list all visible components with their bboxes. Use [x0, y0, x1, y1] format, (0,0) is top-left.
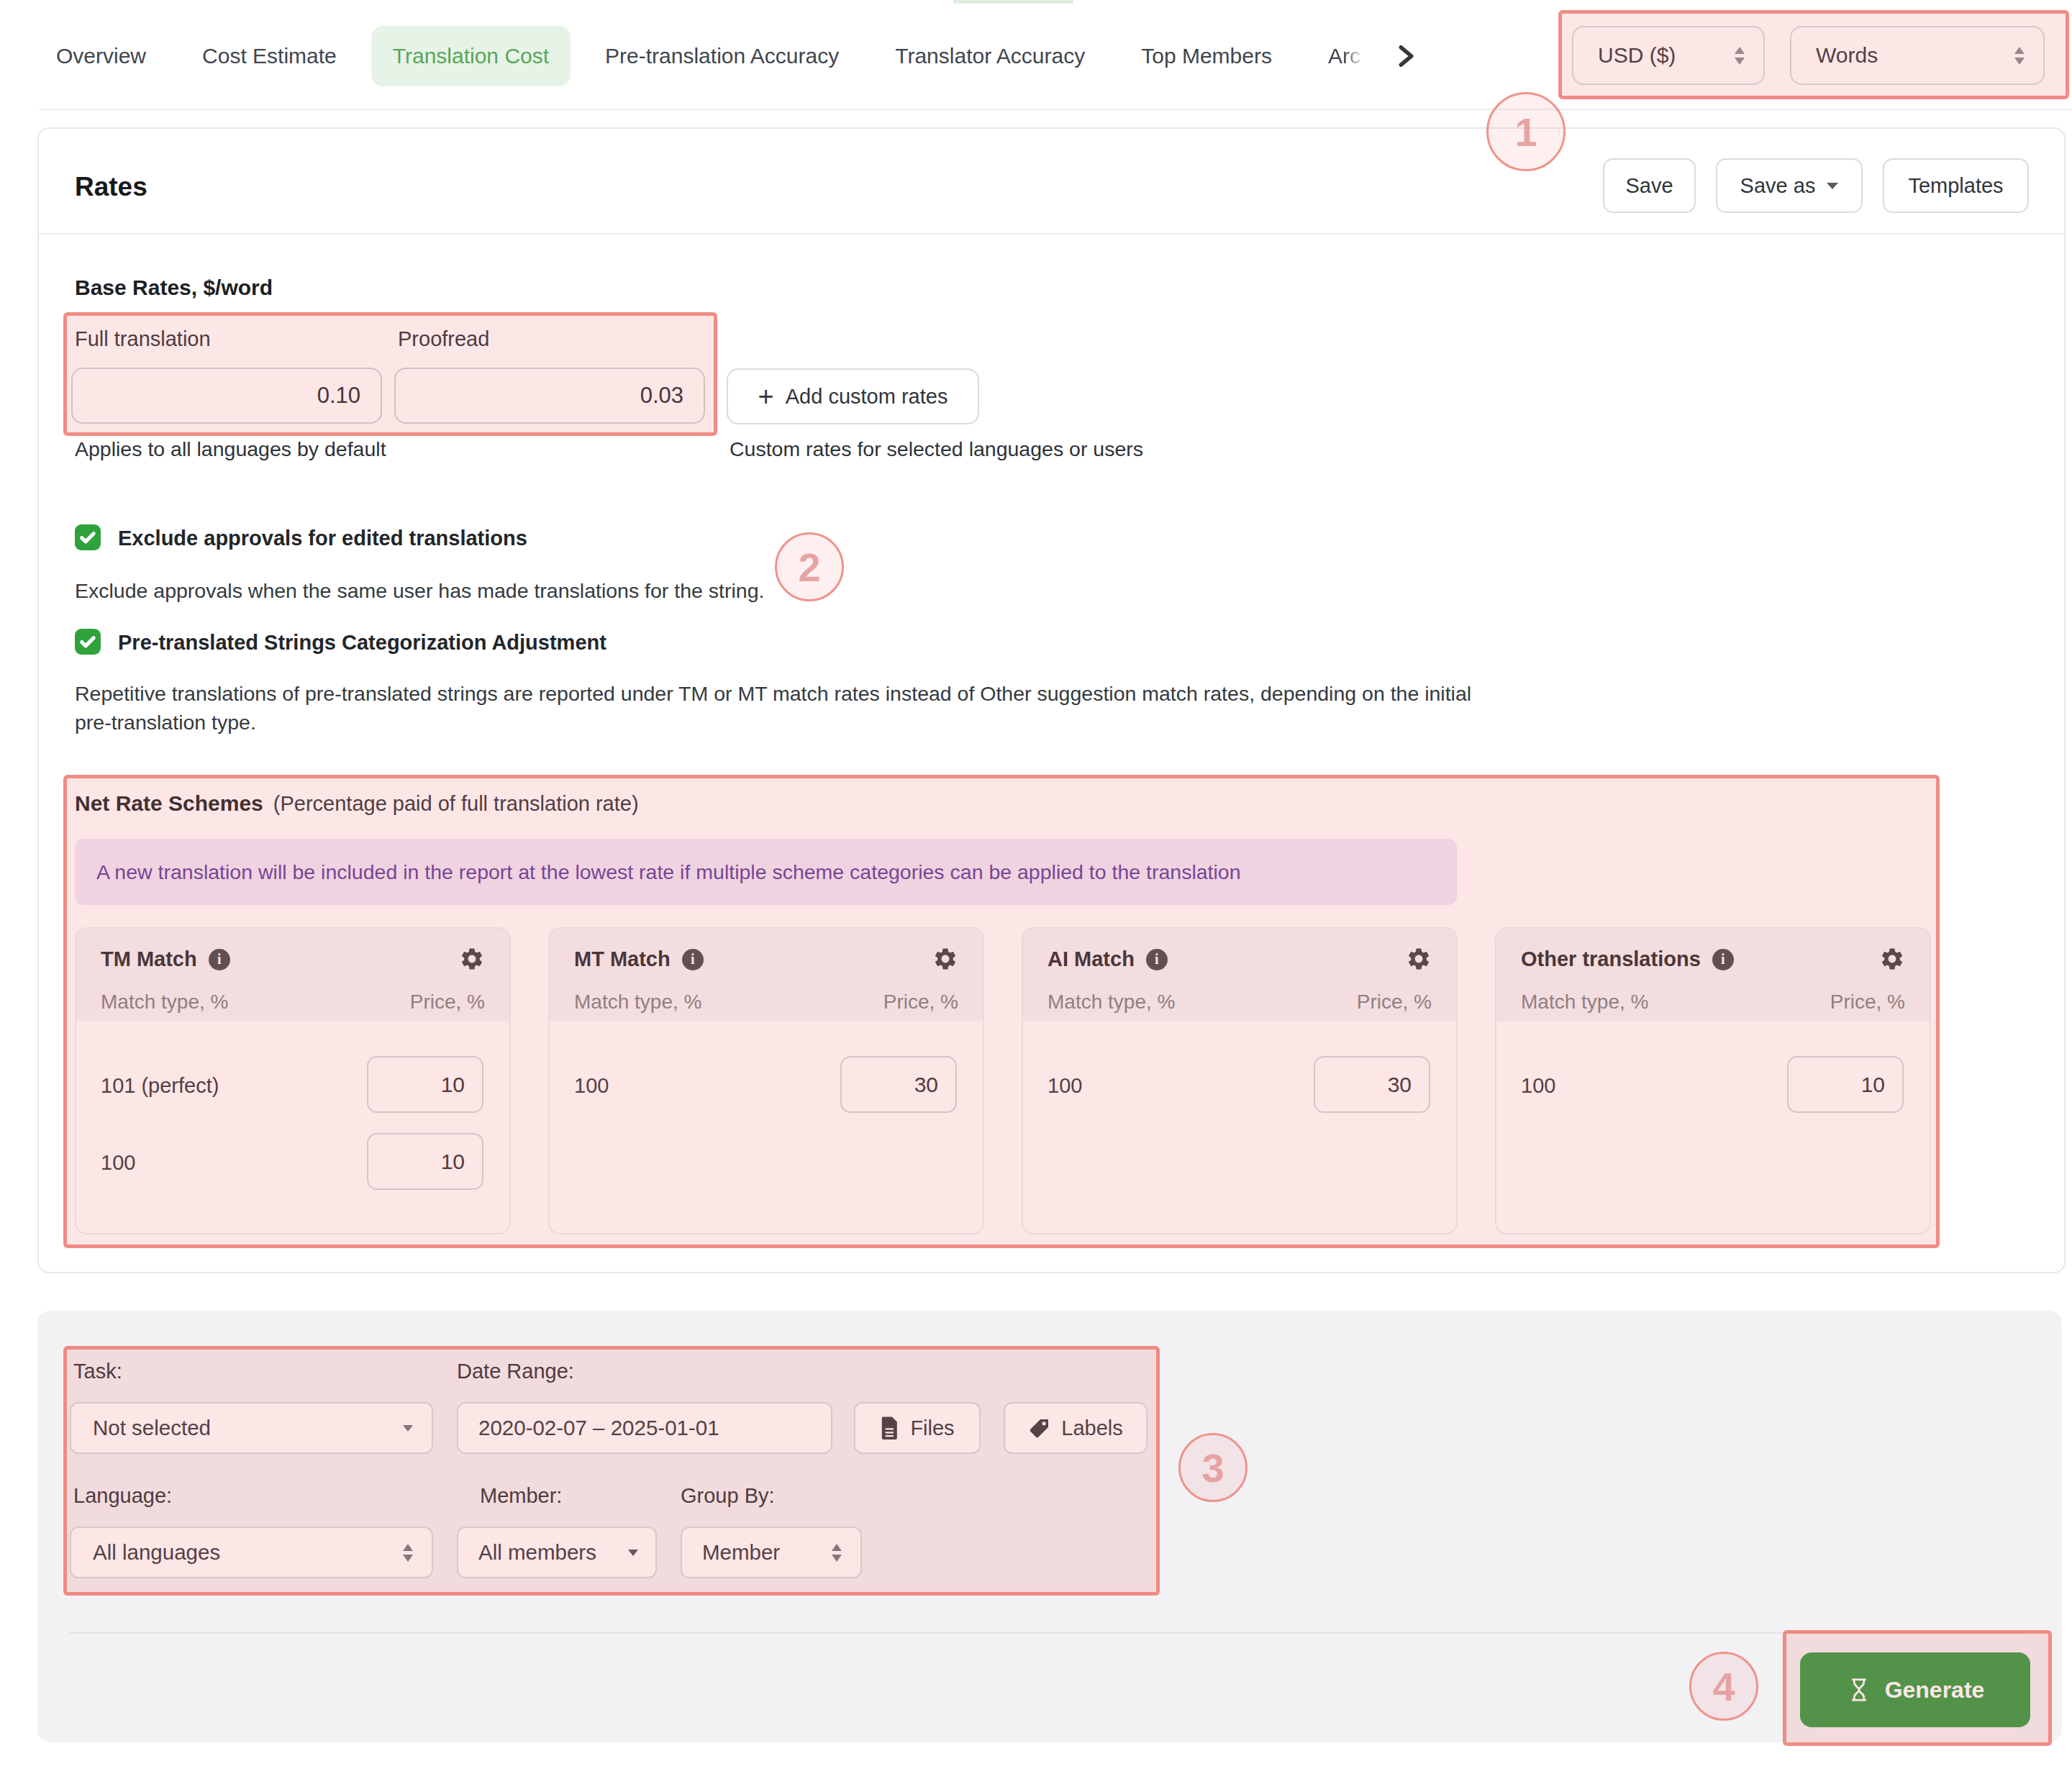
annotation-box-2: [63, 312, 717, 436]
tab-pre-translation-accuracy[interactable]: Pre-translation Accuracy: [605, 44, 839, 68]
annotation-box-1: [1558, 10, 2069, 99]
save-button[interactable]: Save: [1603, 158, 1696, 213]
exclude-approvals-description: Exclude approvals when the same user has…: [75, 576, 764, 605]
tabbar-divider: [40, 109, 2072, 110]
top-edge-green-sliver: [953, 0, 1073, 4]
tab-overview[interactable]: Overview: [56, 44, 146, 68]
pretranslated-adjustment-description: Repetitive translations of pre-translate…: [75, 679, 1499, 737]
annotation-step-4: 4: [1689, 1652, 1758, 1721]
annotation-box-5: [1783, 1630, 2052, 1746]
card-header-divider: [39, 233, 2064, 235]
pretranslated-adjustment-checkbox[interactable]: [75, 629, 101, 655]
report-tabs: Overview Cost Estimate Translation Cost …: [56, 24, 1420, 88]
exclude-approvals-label: Exclude approvals for edited translation…: [118, 527, 527, 550]
checkmark-icon: [78, 527, 98, 547]
tab-archive-truncated[interactable]: Arc: [1328, 44, 1367, 68]
tab-translator-accuracy[interactable]: Translator Accuracy: [895, 44, 1085, 68]
base-rates-heading: Base Rates, $/word: [75, 276, 273, 300]
tab-top-members[interactable]: Top Members: [1141, 44, 1272, 68]
annotation-box-3: [63, 775, 1940, 1248]
filters-divider: [70, 1632, 2027, 1634]
plus-icon: +: [758, 381, 774, 412]
caret-down-icon: [1827, 183, 1838, 189]
checkmark-icon: [78, 632, 98, 652]
templates-button[interactable]: Templates: [1883, 158, 2029, 213]
report-settings-page: Overview Cost Estimate Translation Cost …: [0, 0, 2072, 1774]
tabs-scroll-right-icon[interactable]: [1391, 42, 1420, 70]
exclude-approvals-checkbox[interactable]: [75, 524, 101, 550]
tab-translation-cost[interactable]: Translation Cost: [371, 26, 571, 86]
annotation-box-4: [63, 1346, 1160, 1596]
custom-rate-note: Custom rates for selected languages or u…: [730, 437, 1143, 461]
pretranslated-adjustment-label: Pre-translated Strings Categorization Ad…: [118, 631, 606, 655]
annotation-step-1: 1: [1486, 92, 1566, 171]
base-rate-note: Applies to all languages by default: [75, 437, 386, 461]
annotation-step-2: 2: [775, 532, 844, 601]
tab-cost-estimate[interactable]: Cost Estimate: [202, 44, 337, 68]
add-custom-rates-button[interactable]: + Add custom rates: [727, 368, 979, 424]
save-as-button[interactable]: Save as: [1716, 158, 1863, 213]
annotation-step-3: 3: [1178, 1433, 1248, 1502]
rates-title: Rates: [75, 172, 147, 202]
